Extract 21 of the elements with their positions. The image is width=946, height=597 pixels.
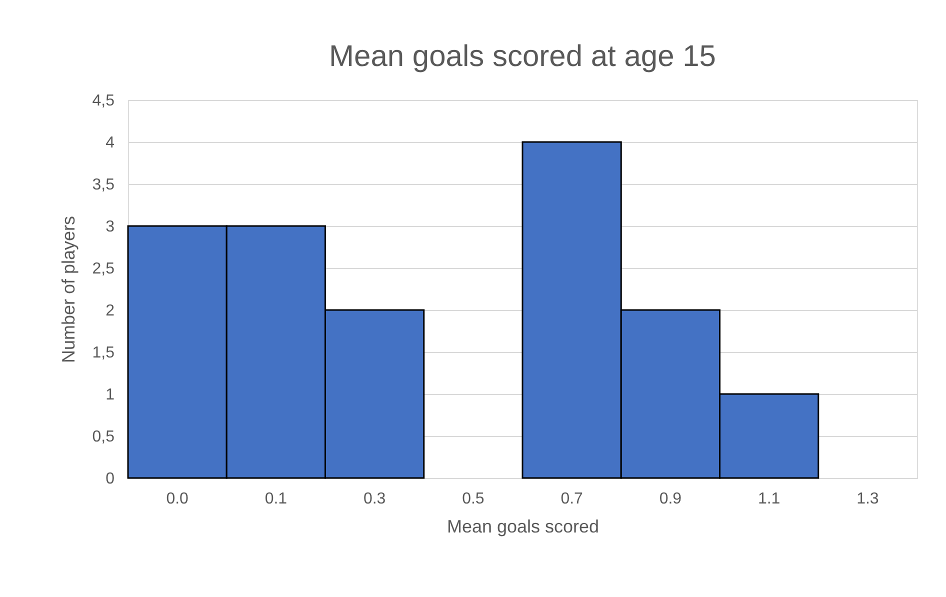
y-tick-label: 1: [106, 386, 115, 404]
x-tick-label: 0.5: [462, 490, 484, 508]
y-tick-label: 2: [106, 302, 115, 320]
x-tick-label: 1.3: [856, 490, 879, 508]
y-tick-label: 0,5: [92, 428, 115, 446]
y-axis-title: Number of players: [58, 216, 78, 364]
x-tick-label: 0.1: [264, 490, 288, 508]
x-tick-label: 0.0: [166, 490, 189, 508]
x-tick-label: 0.3: [363, 490, 386, 508]
x-tick-label: 1.1: [758, 490, 780, 508]
chart-title: Mean goals scored at age 15: [329, 40, 716, 73]
y-tick-label: 1,5: [92, 344, 115, 362]
x-tick-label: 0.7: [560, 490, 584, 508]
x-tick-label: 0.9: [659, 490, 682, 508]
y-tick-label: 4: [106, 134, 115, 152]
y-tick-label: 0: [106, 470, 115, 488]
x-axis-title: Mean goals scored: [446, 516, 600, 536]
y-tick-label: 4,5: [92, 92, 115, 110]
y-tick-label: 3: [106, 218, 115, 236]
y-tick-label: 3,5: [92, 176, 115, 194]
y-tick-label: 2,5: [92, 260, 115, 278]
